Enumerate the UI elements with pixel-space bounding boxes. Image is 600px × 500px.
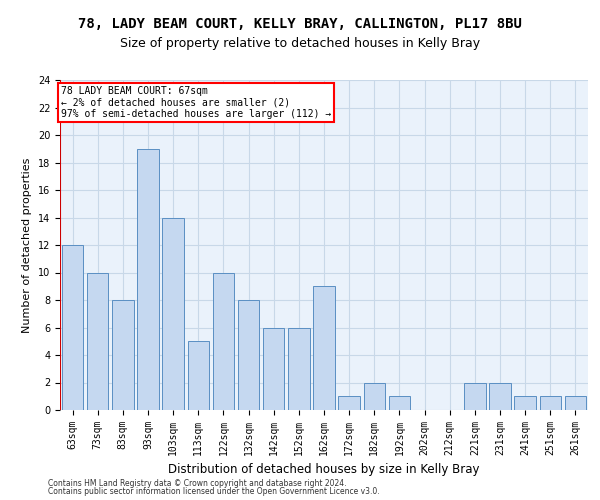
- Bar: [565, 396, 586, 410]
- Bar: [389, 396, 410, 410]
- Bar: [288, 328, 310, 410]
- Bar: [464, 382, 485, 410]
- Text: Contains HM Land Registry data © Crown copyright and database right 2024.: Contains HM Land Registry data © Crown c…: [48, 478, 347, 488]
- Bar: [338, 396, 360, 410]
- Bar: [188, 341, 209, 410]
- Bar: [539, 396, 561, 410]
- Bar: [163, 218, 184, 410]
- Bar: [213, 272, 234, 410]
- Bar: [490, 382, 511, 410]
- Text: Contains public sector information licensed under the Open Government Licence v3: Contains public sector information licen…: [48, 487, 380, 496]
- Bar: [238, 300, 259, 410]
- Bar: [364, 382, 385, 410]
- Bar: [62, 245, 83, 410]
- Bar: [263, 328, 284, 410]
- Text: Distribution of detached houses by size in Kelly Bray: Distribution of detached houses by size …: [168, 462, 480, 475]
- Text: 78 LADY BEAM COURT: 67sqm
← 2% of detached houses are smaller (2)
97% of semi-de: 78 LADY BEAM COURT: 67sqm ← 2% of detach…: [61, 86, 331, 118]
- Bar: [112, 300, 134, 410]
- Text: 78, LADY BEAM COURT, KELLY BRAY, CALLINGTON, PL17 8BU: 78, LADY BEAM COURT, KELLY BRAY, CALLING…: [78, 18, 522, 32]
- Bar: [137, 149, 158, 410]
- Bar: [514, 396, 536, 410]
- Bar: [313, 286, 335, 410]
- Y-axis label: Number of detached properties: Number of detached properties: [22, 158, 32, 332]
- Text: Size of property relative to detached houses in Kelly Bray: Size of property relative to detached ho…: [120, 38, 480, 51]
- Bar: [87, 272, 109, 410]
